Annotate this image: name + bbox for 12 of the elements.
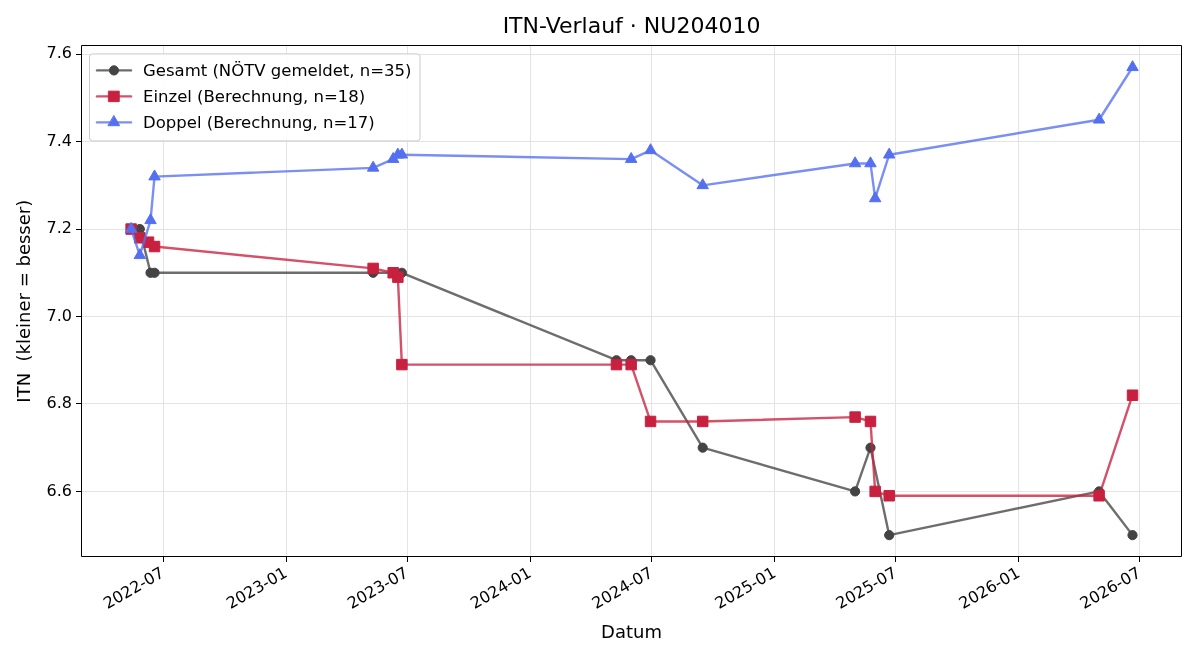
y-tick-label: 7.2 (46, 218, 72, 238)
y-tick-label: 7.6 (46, 43, 72, 63)
y-tick-label: 6.6 (46, 480, 72, 500)
legend-label: Doppel (Berechnung, n=17) (143, 112, 375, 132)
y-axis-title: ITN (kleiner = besser) (13, 199, 35, 403)
chart-title: ITN-Verlauf · NU204010 (502, 12, 761, 38)
legend-label: Gesamt (NÖTV gemeldet, n=35) (143, 60, 412, 80)
legend-label: Einzel (Berechnung, n=18) (143, 86, 366, 106)
x-axis-title: Datum (601, 620, 662, 642)
y-tick-label: 7.0 (46, 305, 72, 325)
y-tick-label: 7.4 (46, 130, 72, 150)
y-tick-label: 6.8 (46, 393, 72, 413)
